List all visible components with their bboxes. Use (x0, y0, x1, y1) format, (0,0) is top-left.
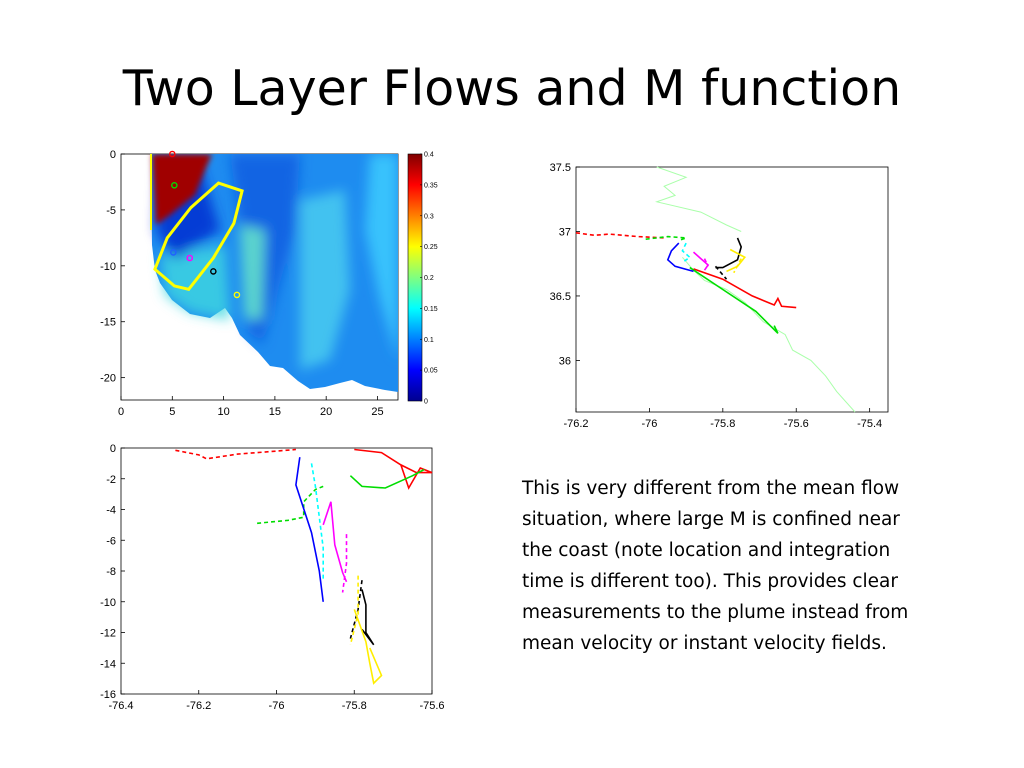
map-x-axis-ticks: -76.2 -76 -75.8 -75.6 -75.4 (563, 408, 882, 430)
heatmap-x-tick-label: 10 (217, 406, 229, 418)
map-axes-frame (575, 166, 889, 413)
colorbar-tick-label: 0.4 (424, 152, 434, 159)
colorbar-ticks: 0 0.05 0.1 0.15 0.2 0.25 0.3 0.35 0.4 (420, 152, 438, 406)
map-trajectory-line (645, 235, 687, 242)
map-y-axis-ticks: 37.5 37 36.5 36 (550, 162, 580, 367)
map-trajectory-line (714, 265, 728, 280)
depth-y-axis-ticks: 0 -2 -4 -6 -8 -10 -12 -14 -16 (100, 443, 125, 701)
depth-trajectory-line (354, 448, 433, 490)
depth-trajectories (175, 448, 433, 685)
trajectory-start-marker (168, 150, 176, 158)
depth-x-tick-label: -75.6 (419, 700, 444, 712)
trajectory-map-chart: -76.2 -76 -75.8 -75.6 -75.4 37.5 37 36.5 36 (550, 162, 889, 430)
map-x-tick-label: -75.4 (857, 418, 882, 430)
depth-x-tick-label: -76 (269, 700, 285, 712)
depth-y-tick-label: -8 (106, 566, 116, 578)
map-y-tick-label: 37 (559, 226, 571, 238)
coastline-upper (655, 166, 742, 232)
colorbar-tick-label: 0.15 (424, 306, 438, 313)
map-trajectory-line (733, 258, 742, 274)
map-x-tick-label: -75.6 (784, 418, 809, 430)
depth-trajectory-line (322, 501, 348, 583)
colorbar-tick-label: 0 (424, 399, 428, 406)
heatmap-y-tick-label: -10 (100, 261, 116, 273)
heatmap-y-tick-label: -15 (100, 317, 116, 329)
depth-trajectory-line (257, 485, 324, 525)
heatmap-coast-edge (150, 154, 152, 230)
map-trajectory-line (681, 242, 692, 264)
heatmap-x-tick-label: 15 (269, 406, 281, 418)
colorbar-tick-label: 0.35 (424, 182, 438, 189)
trajectory-start-marker (233, 291, 241, 299)
depth-x-tick-label: -76.2 (186, 700, 211, 712)
heatmap-x-tick-label: 25 (371, 406, 383, 418)
heatmap-field (150, 154, 398, 392)
map-x-tick-label: -76.2 (563, 418, 588, 430)
map-y-tick-label: 36 (559, 355, 571, 367)
depth-x-tick-label: -76.4 (108, 700, 133, 712)
map-trajectory-line (726, 248, 747, 273)
depth-trajectory-line (349, 468, 425, 489)
depth-y-tick-label: -14 (100, 658, 116, 670)
colorbar-tick-label: 0.3 (424, 213, 434, 220)
depth-y-tick-label: -4 (106, 505, 116, 517)
depth-y-tick-label: 0 (110, 443, 116, 455)
trajectory-start-marker (186, 254, 194, 262)
map-y-tick-label: 36.5 (550, 291, 571, 303)
depth-y-tick-label: -10 (100, 597, 116, 609)
body-paragraph: This is very different from the mean flo… (522, 478, 909, 654)
heatmap-y-axis-ticks: 0 -5 -10 -15 -20 (100, 149, 125, 385)
depth-trajectory-line (310, 463, 324, 579)
slide-title: Two Layer Flows and M function (122, 60, 902, 117)
depth-trajectory-line (349, 580, 363, 639)
colorbar-tick-label: 0.1 (424, 337, 434, 344)
heatmap-y-tick-label: -5 (106, 205, 116, 217)
map-coastline (655, 166, 856, 413)
map-trajectory-line (692, 251, 710, 271)
trajectory-start-marker (210, 268, 217, 275)
map-x-tick-label: -75.8 (710, 418, 735, 430)
map-trajectory-line (703, 258, 709, 267)
map-trajectory-line (666, 242, 694, 273)
depth-y-tick-label: -6 (106, 535, 116, 547)
depth-x-tick-label: -75.8 (342, 700, 367, 712)
coastline-lower (682, 256, 856, 413)
depth-axes-frame (120, 447, 433, 695)
map-trajectories (575, 232, 797, 334)
heatmap-x-tick-label: 5 (169, 406, 175, 418)
trajectory-start-marker (170, 249, 177, 256)
heatmap-x-tick-label: 20 (320, 406, 332, 418)
colorbar-tick-label: 0.25 (424, 244, 438, 251)
depth-trajectory-line (295, 457, 324, 602)
map-trajectory-line (715, 237, 743, 269)
heatmap-y-tick-label: -20 (100, 373, 116, 385)
trajectory-depth-chart: -76.4 -76.2 -76 -75.8 -75.6 0 -2 -4 -6 -8 -10 -12 -… (100, 443, 444, 712)
heatmap-markers (168, 150, 241, 299)
heatmap-y-tick-label: 0 (110, 149, 116, 161)
heatmap-x-tick-label: 0 (118, 406, 124, 418)
depth-y-tick-label: -12 (100, 628, 116, 640)
depth-trajectory-line (361, 589, 375, 646)
depth-x-axis-ticks: -76.4 -76.2 -76 -75.8 -75.6 (108, 690, 445, 712)
heatmap-x-axis-ticks: 0 5 10 15 20 25 (118, 396, 384, 418)
depth-y-tick-label: -2 (106, 474, 116, 486)
map-trajectory-line (693, 268, 797, 309)
map-y-tick-label: 37.5 (550, 162, 571, 174)
colorbar-tick-label: 0.05 (424, 368, 438, 375)
depth-trajectory-line (175, 448, 296, 460)
m-function-heatmap-chart: 0 5 10 15 20 25 0-5-10-15-20 00.050.10.150.20… (100, 149, 438, 418)
map-trajectory-line (575, 232, 665, 239)
heatmap-high-m-region (152, 154, 212, 225)
trajectory-start-marker (171, 182, 178, 189)
depth-trajectory-line (353, 609, 383, 685)
colorbar-tick-label: 0.2 (424, 275, 434, 282)
colorbar (407, 153, 423, 402)
map-trajectory-line (689, 266, 779, 334)
map-x-tick-label: -76 (641, 418, 657, 430)
depth-trajectory-line (341, 534, 348, 593)
depth-trajectory-line (349, 575, 359, 645)
depth-y-tick-label: -16 (100, 689, 116, 701)
m-contour-line (153, 181, 244, 291)
